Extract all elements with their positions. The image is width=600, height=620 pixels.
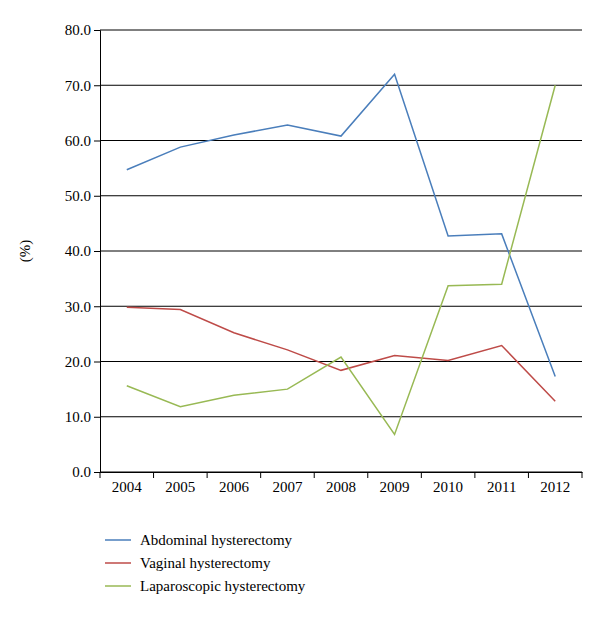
y-tick-label: 60.0 [65,133,91,149]
grid-line [100,361,582,362]
grid-line [100,140,582,141]
y-tick-mark [94,362,100,363]
legend-item: Vaginal hysterectomy [105,555,271,571]
legend-swatch [105,562,131,564]
x-divider [260,472,261,478]
x-tick: 2011 [487,472,516,495]
chart: 0.010.020.030.040.050.060.070.080.020042… [0,0,600,620]
y-tick-mark [94,251,100,252]
legend-label: Laparoscopic hysterectomy [140,578,306,594]
legend-swatch [105,585,131,587]
grid-line [100,85,582,86]
x-tick: 2004 [112,472,142,495]
x-divider [367,472,368,478]
x-divider [528,472,529,478]
y-tick-label: 30.0 [65,299,91,315]
y-tick-label: 50.0 [65,188,91,204]
y-tick-mark [94,417,100,418]
legend-item: Abdominal hysterectomy [105,532,293,548]
legend-swatch [105,539,131,541]
y-tick: 10.0 [65,409,100,425]
y-tick-label: 70.0 [65,78,91,94]
grid-line [100,472,582,473]
y-axis: 0.0 10.0 20.0 30.0 40.0 50.0 60.0 70.0 80.0 [65,22,101,480]
x-tick: 2007 [272,472,303,495]
x-axis: 2004 2005 2006 2007 2008 2009 2010 2011 2012 [100,472,583,495]
legend-label: Vaginal hysterectomy [140,555,271,571]
y-tick: 60.0 [65,133,100,149]
x-divider [582,472,583,478]
series-line [127,307,555,401]
x-tick: 2009 [380,472,410,495]
y-tick-mark [94,306,100,307]
x-divider [421,472,422,478]
legend: Abdominal hysterectomy Vaginal hysterecto… [105,532,306,594]
x-tick-label: 2006 [219,479,250,495]
y-tick-mark [94,85,100,86]
x-tick-label: 2008 [326,479,356,495]
legend-label: Abdominal hysterectomy [140,532,293,548]
grid-line [100,195,582,196]
y-tick: 80.0 [65,22,100,38]
y-tick-mark [94,472,100,473]
y-tick-mark [94,196,100,197]
y-tick-label: 40.0 [65,243,91,259]
x-tick-label: 2010 [433,479,463,495]
x-divider [153,472,154,478]
x-axis-line [101,472,583,473]
x-divider [100,472,101,478]
grid-line [100,416,582,417]
y-axis-line [94,31,101,473]
x-tick-label: 2012 [540,479,570,495]
y-tick-label: 10.0 [65,409,91,425]
grid-line [100,251,582,252]
x-dividers [100,472,582,478]
series-group [127,74,555,434]
y-tick: 0.0 [72,464,100,480]
y-tick: 70.0 [65,78,100,94]
y-tick-label: 0.0 [72,464,91,480]
y-tick-mark [94,141,100,142]
x-divider [207,472,208,478]
plot-area: 0.010.020.030.040.050.060.070.080.020042… [65,22,583,494]
y-tick-label: 20.0 [65,354,91,370]
grid [100,30,582,472]
x-tick-label: 2009 [380,479,410,495]
y-tick: 30.0 [65,299,100,315]
y-axis-title: (%) [17,240,34,263]
grid-line [100,306,582,307]
y-tick: 50.0 [65,188,100,204]
x-tick: 2005 [165,472,195,495]
legend-item: Laparoscopic hysterectomy [105,578,306,594]
x-tick: 2006 [219,472,250,495]
x-tick-label: 2004 [112,479,142,495]
y-tick: 40.0 [65,243,100,259]
y-tick-mark [94,30,100,31]
x-tick: 2012 [540,472,570,495]
x-tick-label: 2007 [272,479,303,495]
series-line [127,85,555,434]
y-tick: 20.0 [65,354,100,370]
y-tick-label: 80.0 [65,22,91,38]
x-tick-label: 2011 [487,479,516,495]
x-divider [314,472,315,478]
grid-line [100,30,582,31]
x-tick-label: 2005 [165,479,195,495]
x-divider [474,472,475,478]
x-tick: 2008 [326,472,356,495]
x-tick: 2010 [433,472,463,495]
series-line [127,74,555,376]
